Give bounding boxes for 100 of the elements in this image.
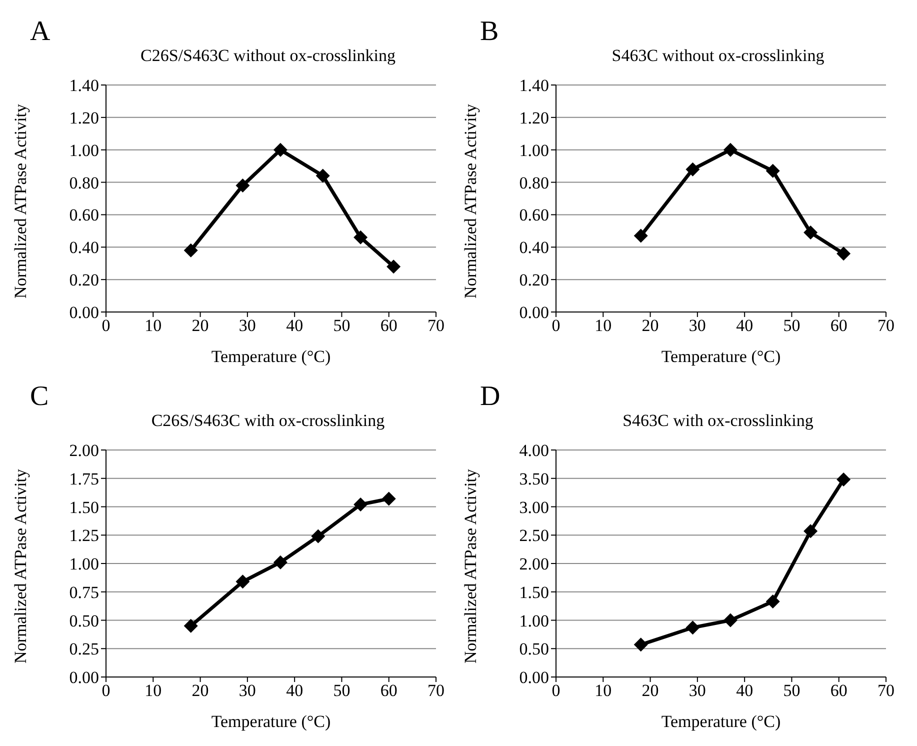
y-axis-title: Normalized ATPase Activity <box>11 468 30 664</box>
y-tick-label: 0.50 <box>519 640 549 659</box>
y-axis-title: Normalized ATPase Activity <box>11 103 30 298</box>
point <box>236 574 250 589</box>
x-tick-label: 60 <box>830 681 848 700</box>
point <box>766 594 780 609</box>
point <box>686 620 700 635</box>
y-axis-title: Normalized ATPase Activity <box>461 468 480 664</box>
x-tick-label: 20 <box>642 316 659 336</box>
y-tick-label: 1.00 <box>519 611 549 630</box>
x-tick-label: 70 <box>428 316 444 336</box>
x-tick-label: 50 <box>333 681 350 700</box>
point <box>273 142 288 157</box>
y-axis-title: Normalized ATPase Activity <box>461 103 480 298</box>
y-tick-label: 1.00 <box>69 140 99 160</box>
x-tick-label: 60 <box>380 681 398 700</box>
x-tick-label: 30 <box>688 316 706 336</box>
chart-title: S463C without ox-crosslinking <box>610 46 826 66</box>
x-axis-title: Temperature (°C) <box>211 712 331 731</box>
chart-title: C26S/S463C with ox-crosslinking <box>150 411 386 431</box>
y-tick-label: 1.40 <box>519 76 549 96</box>
chart-title: S463C with ox-crosslinking <box>622 411 814 431</box>
point <box>804 226 818 240</box>
point <box>634 638 648 652</box>
y-tick-label: 3.00 <box>519 498 549 517</box>
point <box>836 472 851 487</box>
x-tick-label: 60 <box>380 316 398 336</box>
y-tick-label: 4.00 <box>519 441 549 460</box>
x-tick-label: 60 <box>830 316 848 336</box>
y-tick-label: 0.00 <box>69 303 99 322</box>
x-tick-label: 10 <box>594 681 612 700</box>
x-tick-label: 20 <box>192 316 209 336</box>
x-axis-title: Temperature (°C) <box>661 712 781 731</box>
y-tick-label: 0.20 <box>69 270 99 290</box>
y-tick-label: 0.40 <box>519 238 549 258</box>
y-tick-label: 0.00 <box>519 303 549 322</box>
x-axis-title: Temperature (°C) <box>211 347 331 366</box>
y-tick-label: 1.20 <box>69 108 99 128</box>
point <box>634 228 648 243</box>
point <box>354 230 368 244</box>
x-tick-label: 20 <box>192 681 209 700</box>
x-tick-label: 0 <box>552 316 560 336</box>
x-tick-label: 10 <box>144 316 162 336</box>
point <box>766 164 780 178</box>
x-tick-label: 0 <box>102 681 110 700</box>
text: C <box>30 381 49 413</box>
chart-title: C26S/S463C without ox-crosslinking <box>139 46 397 66</box>
y-tick-label: 0.40 <box>69 238 99 258</box>
x-tick-label: 0 <box>102 316 110 336</box>
x-tick-label: 30 <box>238 681 256 700</box>
point <box>184 243 198 258</box>
y-tick-label: 0.60 <box>69 206 99 225</box>
y-tick-label: 1.50 <box>69 498 99 517</box>
point <box>236 178 250 193</box>
y-tick-label: 2.00 <box>69 441 99 460</box>
point <box>311 529 326 544</box>
y-tick-label: 0.80 <box>69 173 99 192</box>
y-tick-label: 1.20 <box>519 108 549 128</box>
y-tick-label: 1.75 <box>69 469 99 488</box>
x-tick-label: 50 <box>783 316 800 336</box>
y-tick-label: 1.25 <box>69 526 99 546</box>
point <box>386 260 401 274</box>
x-tick-label: 70 <box>428 681 444 700</box>
y-tick-label: 0.00 <box>69 668 99 688</box>
point <box>804 524 818 538</box>
y-tick-label: 2.50 <box>519 526 549 546</box>
x-tick-label: 70 <box>878 316 894 336</box>
point <box>836 246 851 261</box>
x-tick-label: 40 <box>736 316 754 336</box>
x-tick-label: 40 <box>736 681 754 700</box>
x-tick-label: 30 <box>238 316 256 336</box>
text: A <box>30 16 50 48</box>
y-tick-label: 3.50 <box>519 469 549 488</box>
text: D <box>480 381 500 413</box>
y-tick-label: 1.00 <box>519 140 549 160</box>
x-tick-label: 20 <box>642 681 659 700</box>
point <box>316 168 330 183</box>
point <box>723 613 738 628</box>
point <box>382 492 396 506</box>
y-tick-label: 0.25 <box>69 640 99 659</box>
y-tick-label: 0.00 <box>519 668 549 688</box>
y-tick-label: 0.20 <box>519 270 549 290</box>
x-axis-title: Temperature (°C) <box>661 347 781 366</box>
x-tick-label: 40 <box>286 681 304 700</box>
text: B <box>480 16 499 48</box>
point <box>273 555 288 570</box>
y-tick-label: 0.50 <box>69 611 99 630</box>
x-tick-label: 70 <box>878 681 894 700</box>
y-tick-label: 1.40 <box>69 76 99 96</box>
y-tick-label: 2.00 <box>519 554 549 574</box>
point <box>723 142 738 157</box>
y-tick-label: 0.60 <box>519 206 549 225</box>
x-tick-label: 10 <box>144 681 162 700</box>
x-tick-label: 0 <box>552 681 560 700</box>
x-tick-label: 10 <box>594 316 612 336</box>
y-tick-label: 1.00 <box>69 554 99 574</box>
x-tick-label: 50 <box>783 681 800 700</box>
x-tick-label: 40 <box>286 316 304 336</box>
x-tick-label: 30 <box>688 681 706 700</box>
x-tick-label: 50 <box>333 316 350 336</box>
